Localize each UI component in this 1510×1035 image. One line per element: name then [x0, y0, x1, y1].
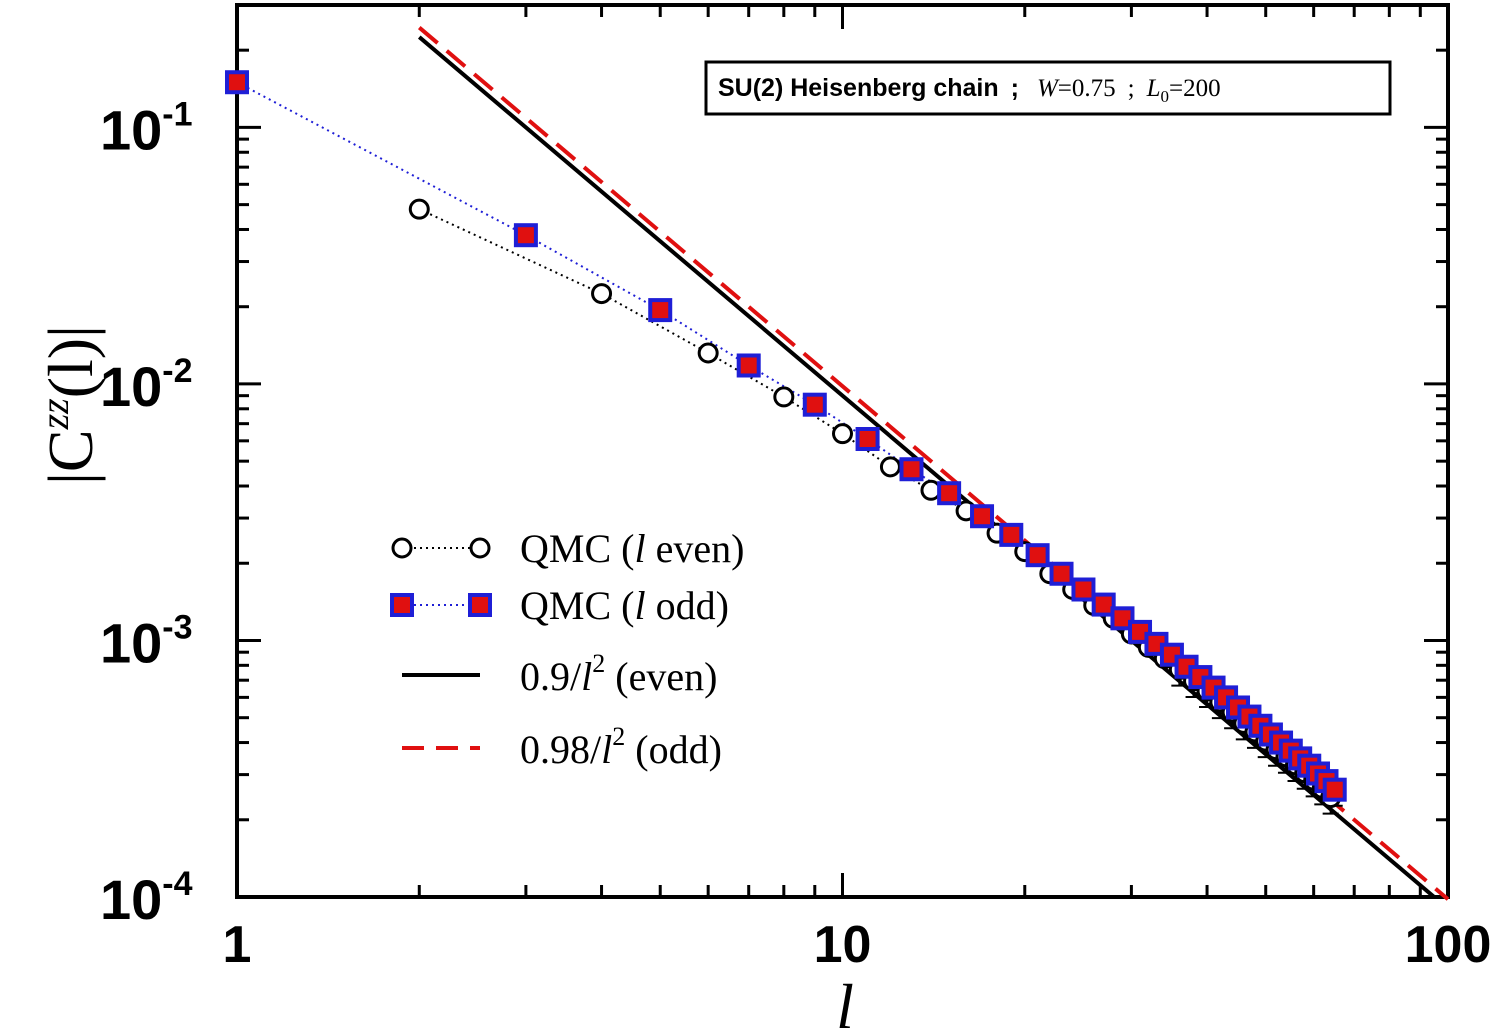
y-label-sup: zz: [32, 398, 77, 431]
y-label-pre: |C: [35, 429, 106, 485]
y-tick-label: 10-4: [100, 865, 193, 931]
annotation-box: SU(2) Heisenberg chain; W=0.75; L0=200: [704, 60, 1392, 116]
y-axis-label: |Czz(l)|: [32, 325, 106, 485]
legend-entry-qmc-even: QMC (l even): [391, 526, 744, 571]
legend-entry-qmc-odd: QMC (l odd): [390, 583, 729, 628]
y-tick-label: 10-3: [100, 608, 193, 674]
legend: QMC (l even) QMC (l odd) 0.9/l2 (even) 0…: [390, 526, 744, 772]
odd-point: [802, 392, 827, 417]
data-markers: [225, 70, 1347, 809]
series-connectors: [236, 81, 1336, 799]
odd-point: [970, 504, 995, 529]
odd-point: [1322, 777, 1347, 802]
odd-point: [225, 70, 249, 95]
even-series-connector: [418, 208, 1332, 799]
plot-frame: [235, 3, 1450, 899]
odd-point: [648, 298, 673, 323]
legend-entry-fit-even: 0.9/l2 (even): [402, 649, 717, 699]
axis-ticks: [235, 5, 1448, 899]
annotation-w-value: =0.75: [1058, 75, 1116, 102]
annotation-model: SU(2) Heisenberg chain: [718, 74, 999, 102]
svg-text:SU(2) Heisenberg chain;W=0.75;: SU(2) Heisenberg chain; W=0.75; L0=200: [718, 74, 1221, 106]
odd-point: [999, 522, 1024, 547]
legend-marker-square: [468, 593, 492, 617]
svg-text:QMC (l odd): QMC (l odd): [520, 583, 729, 628]
odd-point: [937, 481, 962, 506]
odd-point: [736, 353, 761, 378]
y-tick-label: 10-1: [100, 95, 193, 161]
x-axis-label: l: [836, 971, 854, 1035]
odd-series-connector: [236, 81, 1336, 791]
axes-frame: [235, 3, 1450, 899]
x-tick-label: 100: [1405, 916, 1492, 974]
annotation-l-name: L: [1146, 75, 1161, 102]
annotation-w-name: W: [1037, 75, 1060, 102]
even-point: [697, 342, 719, 364]
svg-text:QMC (l even): QMC (l even): [520, 526, 744, 571]
legend-entry-fit-odd: 0.98/l2 (odd): [402, 722, 722, 772]
odd-point: [1071, 577, 1096, 602]
annotation-l-sub: 0: [1161, 87, 1170, 106]
odd-point: [1091, 592, 1116, 617]
even-point: [408, 198, 430, 220]
odd-point: [1110, 606, 1135, 631]
legend-marker-circle: [469, 537, 491, 559]
odd-point: [513, 223, 538, 248]
y-tick-label: 10-2: [100, 352, 193, 418]
even-point: [879, 456, 901, 478]
legend-marker-circle: [391, 537, 413, 559]
even-point: [773, 386, 795, 408]
y-tick-labels: 10-1 10-2 10-3 10-4: [100, 95, 193, 931]
svg-text:0.9/l2 (even): 0.9/l2 (even): [520, 649, 717, 699]
annotation-sep-2: ;: [1128, 75, 1135, 102]
x-tick-labels: 1 10 100: [223, 916, 1492, 974]
odd-point: [899, 457, 924, 482]
legend-marker-square: [390, 593, 414, 617]
annotation-l-value: =200: [1169, 75, 1221, 102]
even-point: [591, 283, 613, 305]
even-point: [832, 423, 853, 445]
odd-point: [855, 427, 880, 452]
odd-point: [1025, 543, 1050, 568]
annotation-sep-1: ;: [1011, 74, 1019, 102]
x-tick-label: 10: [814, 916, 872, 974]
odd-point: [1049, 561, 1074, 586]
y-label-post: (l)|: [35, 325, 106, 398]
svg-text:0.98/l2 (odd): 0.98/l2 (odd): [520, 722, 722, 772]
x-tick-label: 1: [223, 916, 252, 974]
